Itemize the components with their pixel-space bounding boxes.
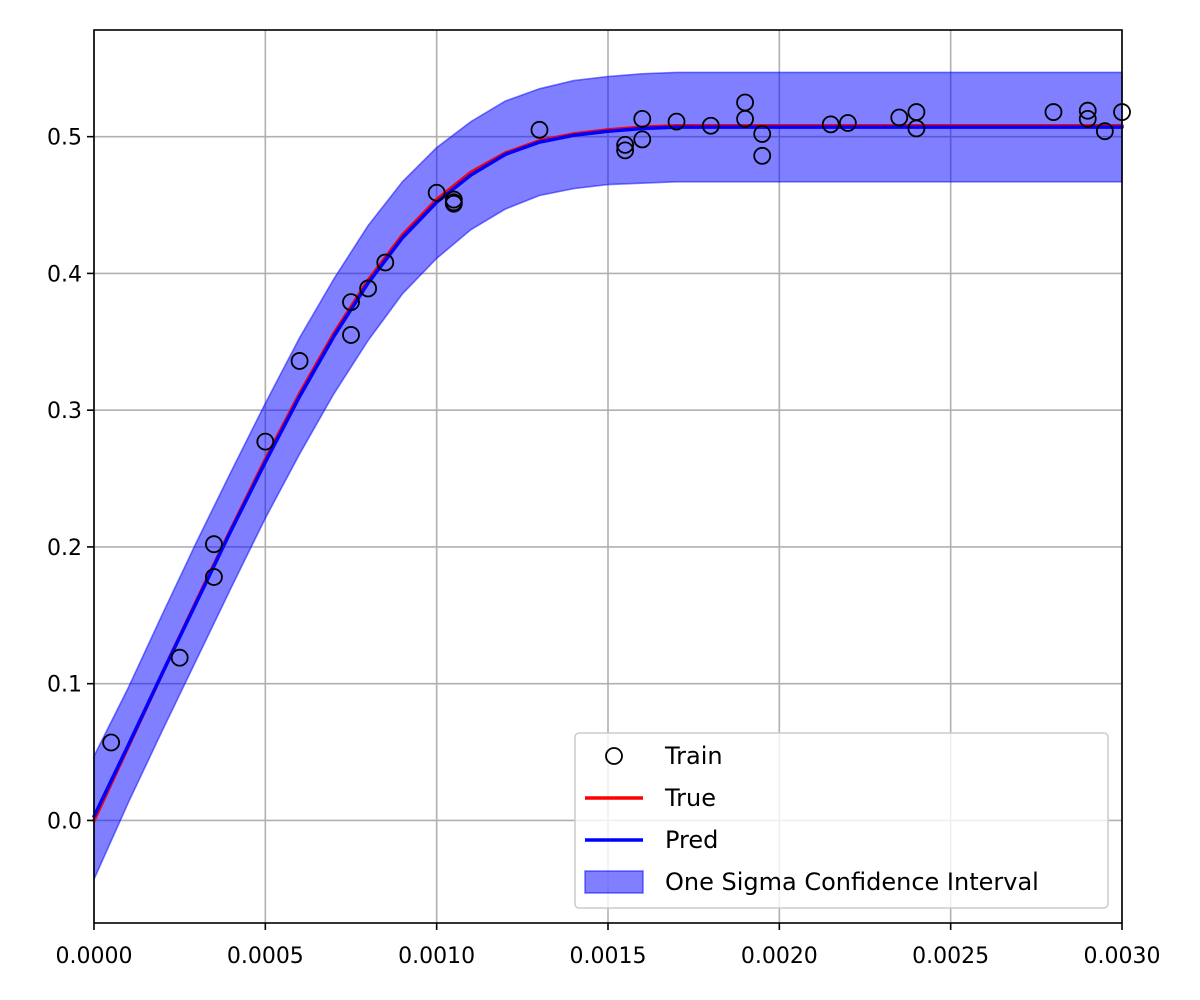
train-point <box>753 146 772 165</box>
x-tick-label: 0.0025 <box>912 944 989 969</box>
train-point <box>102 733 121 752</box>
x-tick-label: 0.0010 <box>398 944 475 969</box>
legend-label-train: Train <box>664 742 723 770</box>
train-point <box>838 114 857 132</box>
train-point <box>530 120 549 139</box>
train-point <box>1078 101 1097 120</box>
train-point <box>616 135 635 154</box>
pred-line <box>92 125 1124 819</box>
legend-band-swatch <box>584 870 644 894</box>
legend-train-marker <box>605 747 623 765</box>
train-point <box>170 648 189 667</box>
x-tick-label: 0.0005 <box>227 944 304 969</box>
legend-label-band: One Sigma Confidence Interval <box>665 868 1039 896</box>
y-tick-label: 0.4 <box>47 262 82 287</box>
train-point <box>342 293 360 312</box>
train-points-layer <box>102 93 1131 752</box>
x-tick-label: 0.0000 <box>56 944 133 969</box>
train-point <box>907 119 926 138</box>
train-point <box>633 109 652 128</box>
train-point <box>444 193 463 212</box>
train-point <box>427 183 446 202</box>
train-point <box>359 279 378 298</box>
train-point <box>753 125 772 143</box>
train-point <box>616 141 635 160</box>
train-point <box>1095 122 1114 141</box>
y-tick-label: 0.1 <box>47 673 82 698</box>
train-point <box>821 115 840 134</box>
train-point <box>1078 109 1097 128</box>
train-point <box>890 108 909 127</box>
x-tick-label: 0.0020 <box>741 944 818 969</box>
train-point <box>736 109 754 128</box>
train-point <box>256 432 275 451</box>
train-point <box>342 326 360 344</box>
y-tick-label: 0.3 <box>47 399 82 424</box>
y-tick-label: 0.2 <box>47 536 82 561</box>
train-point <box>633 130 652 149</box>
train-point <box>376 253 395 272</box>
legend: Train True Pred One Sigma Confidence Interv… <box>574 732 1109 909</box>
train-point <box>290 352 309 370</box>
train-point <box>205 535 223 554</box>
x-tick-label: 0.0030 <box>1084 944 1161 969</box>
train-point <box>701 116 720 135</box>
x-axis: 0.0000 0.0005 0.0010 0.0015 0.0020 0.0025 0.00… <box>56 923 1161 969</box>
x-tick-label: 0.0015 <box>570 944 647 969</box>
legend-label-pred: Pred <box>665 826 718 854</box>
train-point <box>1044 103 1063 121</box>
y-tick-label: 0.5 <box>47 126 82 151</box>
legend-label-true: True <box>664 784 716 812</box>
y-tick-label: 0.0 <box>47 809 82 834</box>
train-point <box>667 112 686 131</box>
train-point <box>205 568 223 586</box>
pred-line-layer <box>92 125 1124 819</box>
y-axis: 0.0 0.1 0.2 0.3 0.4 0.5 <box>47 126 94 834</box>
legend-box <box>574 732 1109 909</box>
